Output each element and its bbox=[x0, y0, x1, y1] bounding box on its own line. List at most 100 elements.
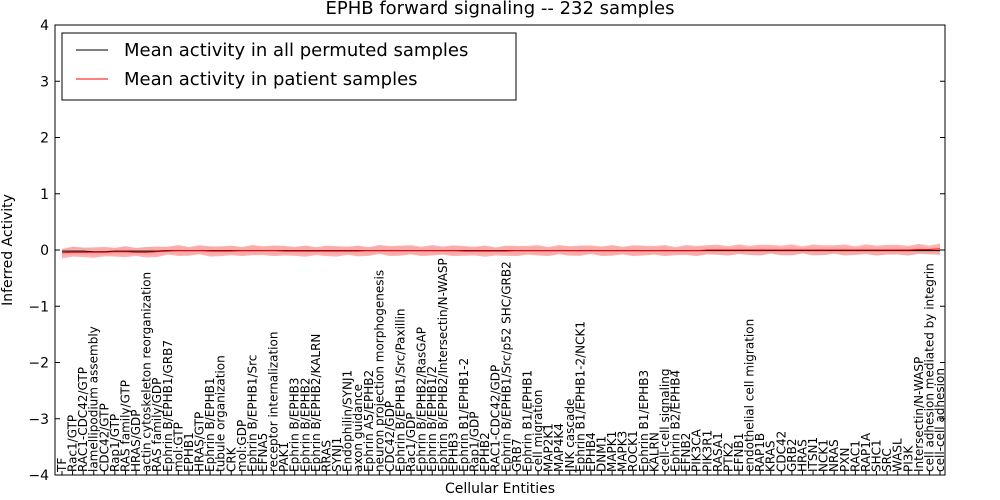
x-tick-label: CDC42/GDP bbox=[383, 401, 397, 472]
x-tick-label: RAP1B bbox=[753, 433, 767, 472]
legend: Mean activity in all permuted samples Mea… bbox=[61, 32, 517, 101]
x-tick-label: mol:GDP bbox=[235, 420, 249, 472]
x-tick-label: Rac1/GDP bbox=[404, 413, 418, 472]
x-tick-label: Ephrin B/EPHB1/Src/Paxillin bbox=[394, 308, 408, 472]
x-tick-label: PIK3CA bbox=[690, 428, 704, 472]
plot-frame bbox=[54, 24, 946, 476]
x-tick-label: Rac1/GTP bbox=[66, 415, 80, 472]
x-tick-label: cell-cell signaling bbox=[658, 369, 672, 473]
y-tick-label: 1 bbox=[40, 187, 49, 203]
x-tick-label: CRK bbox=[224, 446, 238, 472]
x-tick-label: mol:GTP bbox=[171, 422, 185, 472]
legend-label-1: Mean activity in patient samples bbox=[124, 69, 418, 90]
x-tick-label: Endophilin/SYNJ1 bbox=[341, 370, 355, 472]
x-tick-label: PTK2 bbox=[721, 442, 735, 472]
x-tick-label: Ephrin B/EPHB2/RasGAP bbox=[415, 327, 429, 472]
x-tick-label: RAC1 bbox=[848, 440, 862, 472]
x-tick-label: Ephrin A5/EPHB2 bbox=[362, 370, 376, 472]
x-tick-label: MAPK3 bbox=[616, 431, 630, 472]
x-tick-label: receptor internalization bbox=[267, 332, 281, 472]
x-tick-label: Rap1/GDP bbox=[468, 412, 482, 473]
x-tick-label: HRAS/GDP bbox=[129, 409, 143, 472]
x-tick-label: Ephrin B1/EPHB1-2 bbox=[457, 358, 471, 472]
x-tick-label: NCK1 bbox=[817, 439, 831, 472]
x-tick-label: EFNB2 bbox=[679, 433, 693, 472]
x-tick-label: Ephrin B1/EPHB3 bbox=[637, 370, 651, 472]
x-tick-label: ITSN1 bbox=[806, 437, 820, 472]
x-tick-label: RAC1-CDC42/GTP bbox=[76, 367, 90, 472]
y-tick-label: 3 bbox=[40, 74, 49, 90]
x-tick-label: RAS family/GTP bbox=[118, 380, 132, 472]
x-tick-label: Ephrin B/EPHB1/2 bbox=[425, 366, 439, 472]
legend-box bbox=[61, 32, 517, 101]
x-tick-label: EPHB2 bbox=[478, 432, 492, 472]
y-axis-label: Inferred Activity bbox=[0, 194, 16, 306]
x-tick-label: NRAS bbox=[827, 439, 841, 472]
x-tick-label: KALRN bbox=[647, 432, 661, 472]
y-tick-label: −3 bbox=[28, 412, 49, 428]
x-tick-label: neuron projection morphogenesis bbox=[372, 270, 386, 472]
x-tick-label: PXN bbox=[838, 448, 852, 472]
x-tick-label: lamellipodium assembly bbox=[87, 326, 101, 472]
x-tick-label: Ephrin B/EPHB2 bbox=[298, 378, 312, 472]
chart-title: EPHB forward signaling -- 232 samples bbox=[326, 0, 675, 19]
x-tick-label: SHC1 bbox=[870, 439, 884, 472]
x-tick-label: Ephrin B/EPHB3 bbox=[288, 378, 302, 472]
x-tick-label: endothelial cell migration bbox=[743, 319, 757, 472]
x-tick-label: Ephrin B/EPHB1/Src bbox=[245, 355, 259, 472]
x-tick-label: Ephrin B/EPHB2/KALRN bbox=[309, 334, 323, 472]
y-tick-label: 2 bbox=[40, 131, 49, 147]
y-tick-label: 4 bbox=[40, 18, 49, 34]
x-tick-label: Ephrin B/EPHB1/GRB7 bbox=[161, 340, 175, 472]
x-tick-label: RRAS bbox=[319, 440, 333, 472]
x-tick-label: SRC bbox=[880, 448, 894, 472]
x-tick-label: Ephrin B/EPHB2/Intersectin/N-WASP bbox=[436, 258, 450, 472]
x-tick-label: Ephrin B/EPHB1 bbox=[203, 378, 217, 472]
x-tick-label: Ephrin B1/EPHB1-2/NCK1 bbox=[573, 321, 587, 472]
x-tick-label: SYNJ1 bbox=[330, 437, 344, 472]
x-tick-label: PAK1 bbox=[277, 442, 291, 472]
x-tick-label: MAP2K1 bbox=[542, 423, 556, 472]
x-tick-label: HRAS/GTP bbox=[193, 412, 207, 472]
x-tick-label: JNK cascade bbox=[563, 399, 577, 473]
x-tick-label: Ephrin B2/EPHB4 bbox=[669, 370, 683, 472]
series-line-1 bbox=[61, 248, 941, 254]
x-tick-label: MAPK1 bbox=[605, 431, 619, 472]
x-tick-label: PI3K bbox=[901, 445, 915, 472]
x-tick-label: actin cytoskeleton reorganization bbox=[140, 272, 154, 472]
x-tick-label: HRAS bbox=[795, 439, 809, 472]
x-axis-label: Cellular Entities bbox=[445, 481, 555, 497]
x-tick-label: ROCK1 bbox=[626, 430, 640, 472]
x-tick-label: GRB2 bbox=[785, 438, 799, 472]
y-tick-label: −1 bbox=[28, 299, 49, 315]
legend-label-0: Mean activity in all permuted samples bbox=[124, 40, 468, 61]
x-tick-label: GRB7 bbox=[510, 438, 524, 472]
x-tick-label: CDC42 bbox=[774, 431, 788, 472]
x-tick-label: cell-cell adhesion bbox=[933, 368, 947, 472]
x-tick-label: Ephrin B1/EPHB1 bbox=[520, 370, 534, 472]
x-tick-label: EFNB1 bbox=[732, 433, 746, 472]
y-tick-label: 0 bbox=[40, 243, 49, 259]
x-tick-label: tubule organization bbox=[214, 355, 228, 472]
x-tick-label: EPHB3 bbox=[446, 432, 460, 472]
x-tick-label: RAC1-CDC42/GDP bbox=[489, 365, 503, 472]
x-tick-label: cell migration bbox=[531, 390, 545, 472]
y-tick-label: −4 bbox=[28, 468, 49, 484]
x-tick-label: Rap1/GTP bbox=[108, 414, 122, 472]
x-tick-label: RASA1 bbox=[711, 432, 725, 472]
x-tick-label: TF bbox=[55, 458, 69, 473]
x-tick-label: Intersectin/N-WASP bbox=[912, 357, 926, 472]
x-tick-label: KRAS bbox=[764, 440, 778, 472]
x-tick-label: RAP1A bbox=[859, 432, 873, 472]
x-tick-label: MAP4K4 bbox=[552, 423, 566, 472]
x-tick-label: EPHB1 bbox=[182, 432, 196, 472]
x-tick-label: RAS family/GDP bbox=[150, 378, 164, 472]
x-tick-label: EPHB4 bbox=[584, 432, 598, 472]
x-tick-label: Ephrin B/EPHB1/Src/p52 SHC/GRB2 bbox=[499, 261, 513, 472]
x-tick-label: PIK3R1 bbox=[700, 430, 714, 472]
y-tick-label: −2 bbox=[28, 356, 49, 372]
x-tick-label: axon guidance bbox=[351, 384, 365, 472]
x-tick-label: WASL bbox=[891, 438, 905, 472]
x-tick-label: cell adhesion mediated by integrin bbox=[922, 263, 936, 472]
